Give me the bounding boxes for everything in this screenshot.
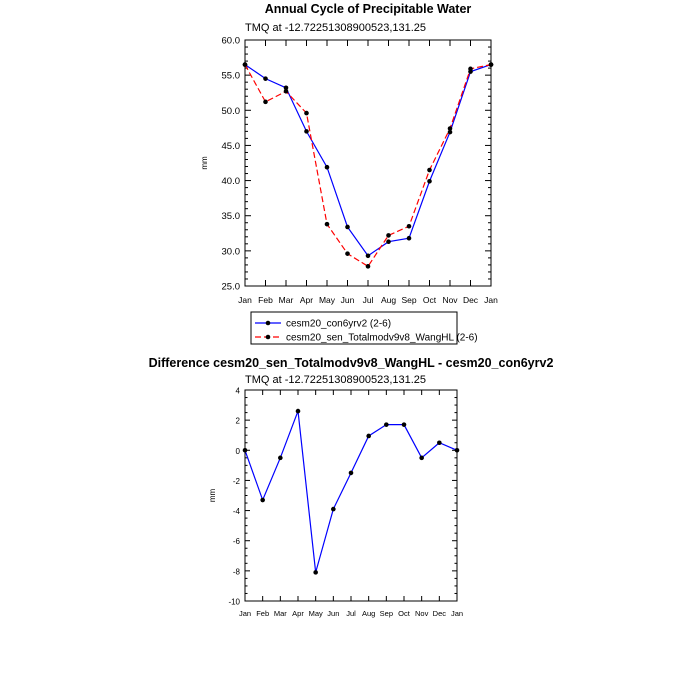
data-point [345,224,350,230]
legend: cesm20_con6yrv2 (2-6) cesm20_sen_Totalmod… [250,311,478,345]
data-point [419,455,424,461]
series-line-0 [244,64,492,257]
data-point [348,470,354,476]
y-tick-label: 4 [236,387,241,396]
y-tick-label: 25.0 [222,282,241,293]
data-point [324,164,330,170]
data-point [304,110,309,116]
x-tick-label: Sep [380,609,393,618]
y-tick-label: -8 [233,567,241,576]
series-line-0 [244,410,458,573]
data-point [365,253,371,259]
y-tick-label: 45.0 [222,141,241,152]
x-tick-label: Mar [274,609,287,618]
data-point [242,447,248,453]
plot-frame [244,389,458,602]
data-point [386,233,391,238]
data-point [295,408,301,414]
data-point [447,129,453,135]
annual-cycle-chart: Annual Cycle of Precipitable Water TMQ at… [200,2,498,345]
data-point [263,99,268,105]
x-tick-label: Dec [463,295,479,305]
y-tick-label: 35.0 [222,211,241,222]
legend-label: cesm20_con6yrv2 (2-6) [286,319,391,330]
data-point [468,66,473,72]
y-tick-label: -10 [228,598,240,607]
x-tick-label: Mar [279,295,294,305]
x-tick-label: Jan [239,609,251,618]
x-tick-label: Nov [442,295,458,305]
data-point [366,433,371,439]
data-point [242,62,248,67]
data-point [278,455,283,461]
y-axis-label: mm [208,489,217,503]
data-point [384,422,389,427]
x-tick-label: May [309,609,323,618]
y-tick-label: 55.0 [222,71,241,82]
data-point [283,85,289,91]
data-point [365,264,371,269]
data-point [331,506,336,512]
data-point [406,235,412,241]
x-tick-label: Jul [363,295,374,305]
legend-box [250,311,458,345]
y-tick-label: 0 [236,447,241,456]
data-point [401,422,407,427]
x-tick-label: Apr [300,295,313,305]
y-axis-label: mm [200,156,209,170]
chart-subtitle: TMQ at -12.72251308900523,131.25 [245,374,426,386]
data-point [447,126,453,131]
x-tick-label: Dec [433,609,447,618]
y-tick-label: 30.0 [222,246,241,257]
x-tick-label: Aug [362,609,375,618]
data-point [427,167,432,173]
x-tick-label: Apr [292,609,304,618]
y-tick-label: -4 [233,507,241,516]
x-tick-label: Jan [238,295,252,305]
y-tick-label: -2 [233,477,241,486]
difference-chart: Difference cesm20_sen_Totalmodv9v8_WangH… [149,356,554,618]
data-point [345,251,350,256]
x-tick-label: Oct [423,295,437,305]
x-tick-label: Aug [381,295,396,305]
data-point [324,221,330,227]
x-tick-label: Feb [256,609,269,618]
plot-frame [244,39,492,287]
data-point [386,239,391,245]
data-point [313,570,318,575]
x-tick-label: Jul [346,609,356,618]
y-tick-label: 50.0 [222,106,241,117]
chart-subtitle: TMQ at -12.72251308900523,131.25 [245,22,426,34]
data-point [304,129,309,134]
data-point [454,447,460,453]
x-tick-label: Jun [341,295,355,305]
series-line-1 [244,64,492,268]
y-tick-label: 40.0 [222,176,241,187]
data-point [283,89,289,94]
legend-marker [265,320,271,326]
y-tick-label: 2 [236,417,241,426]
y-tick-label: 60.0 [222,36,241,47]
x-tick-label: Feb [258,295,273,305]
data-point [406,223,412,229]
y-tick-label: -6 [233,537,241,546]
x-tick-label: May [319,295,336,305]
x-tick-label: Jan [484,295,498,305]
x-tick-label: Nov [415,609,429,618]
data-point [260,497,265,503]
chart-title: Annual Cycle of Precipitable Water [265,2,472,16]
data-point [427,178,432,184]
x-tick-label: Sep [401,295,416,305]
data-point [437,440,442,446]
chart-title: Difference cesm20_sen_Totalmodv9v8_WangH… [149,356,554,370]
data-point [263,76,268,81]
legend-label: cesm20_sen_Totalmodv9v8_WangHL (2-6) [286,333,478,344]
x-tick-label: Oct [398,609,411,618]
legend-marker [265,334,271,340]
x-tick-label: Jan [451,609,463,618]
data-point [488,62,494,67]
x-tick-label: Jun [327,609,339,618]
